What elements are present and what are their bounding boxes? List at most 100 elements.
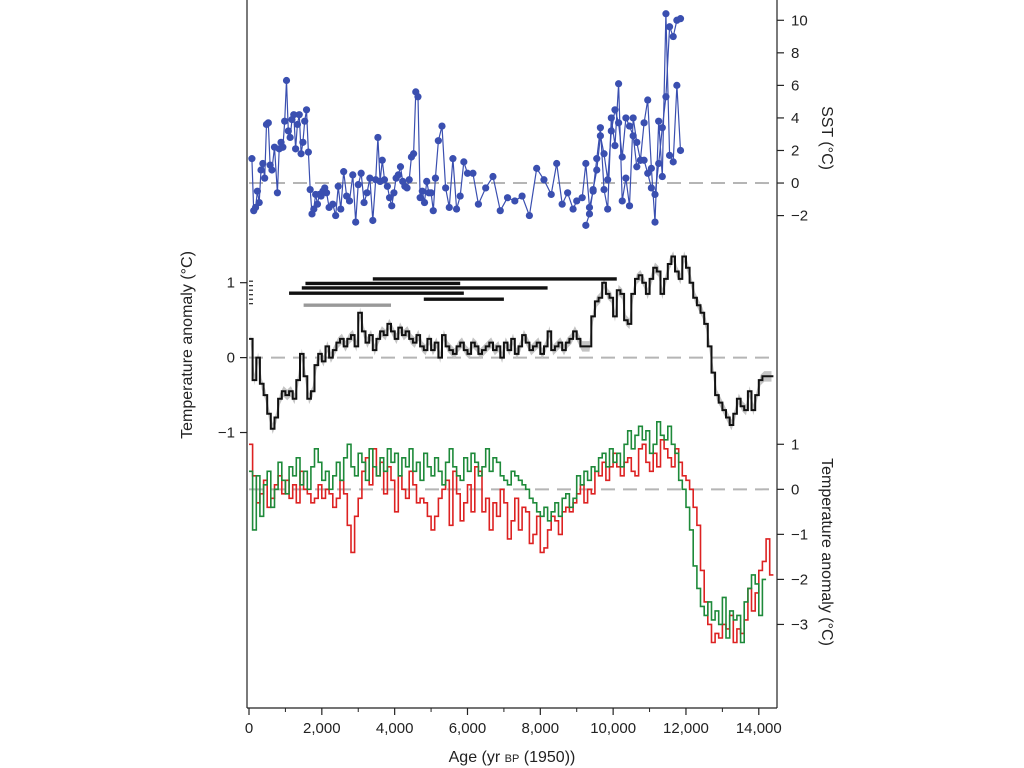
sst-point (676, 146, 685, 155)
red_green-tick-label: −2 (791, 571, 808, 588)
sst-point (416, 194, 424, 202)
sst-tick-label: 10 (791, 12, 808, 29)
sst-point (248, 155, 256, 163)
sst-point (644, 169, 652, 177)
sst-point (585, 203, 594, 212)
sst-point (503, 194, 512, 202)
sst-point (593, 166, 601, 174)
sst-point (662, 10, 670, 18)
x-tick-label: 2,000 (303, 720, 341, 737)
sst-point (622, 174, 630, 182)
sst-point (313, 200, 322, 208)
sst-point (322, 189, 331, 197)
sst-point (420, 198, 429, 207)
sst-point (611, 142, 619, 150)
sst-tick-label: 2 (791, 142, 799, 159)
sst-point (496, 207, 504, 215)
sst-point (380, 176, 389, 184)
sst-point (618, 153, 626, 161)
sst-point (611, 106, 619, 114)
sst-point (463, 169, 472, 177)
sst-point (396, 163, 405, 171)
sst-point (629, 114, 637, 122)
sst-point (281, 117, 289, 125)
sst-point (284, 127, 292, 135)
sst-point (438, 122, 446, 130)
sst-point (489, 172, 497, 181)
x-axis-title-suffix: (1950)) (519, 749, 575, 766)
sst-point (625, 122, 634, 130)
sst-point (525, 211, 533, 220)
sst-point (329, 200, 337, 208)
sst-point (273, 189, 282, 197)
sst-point (456, 192, 464, 200)
sst-point (511, 197, 519, 205)
sst-point (403, 184, 411, 192)
sst-point (547, 190, 555, 199)
sst-point (394, 171, 402, 179)
sst-point (293, 120, 302, 129)
sst-point (334, 182, 342, 190)
sst-point (259, 159, 267, 168)
sst-point (633, 163, 641, 171)
sst-point (585, 210, 594, 218)
sst-point (434, 137, 442, 145)
sst-point (332, 211, 340, 220)
sst-point (673, 81, 681, 89)
sst-point (655, 159, 663, 168)
red-green-axis-title: Temperature anomaly (°C) (818, 458, 835, 646)
x-tick-label: 10,000 (590, 720, 636, 737)
sst-point (460, 158, 468, 166)
sst-point (427, 189, 435, 197)
sst-point (644, 96, 652, 104)
sst-point (647, 184, 655, 192)
sst-point (596, 124, 604, 132)
sst-point (429, 207, 437, 215)
data-series (248, 10, 774, 644)
sst-point (665, 151, 674, 159)
sst-tick-label: 8 (791, 45, 799, 62)
sst-point (299, 138, 307, 146)
red_green-tick-label: −3 (791, 616, 808, 633)
sst-point (669, 32, 677, 41)
sst-series-0-line (251, 13, 682, 223)
sst-point (418, 187, 426, 195)
sst-point (306, 185, 314, 194)
stack-tick-label: 1 (227, 275, 235, 292)
red_green-tick-label: 0 (791, 481, 799, 498)
sst-point (340, 168, 348, 176)
sst-point (582, 221, 590, 229)
sst-tick-label: 0 (791, 175, 799, 192)
sst-point (282, 76, 291, 85)
sst-point (615, 119, 623, 127)
sst-point (366, 174, 374, 182)
sst-point (662, 93, 670, 101)
sst-point (390, 189, 398, 197)
sst-point (622, 114, 630, 122)
sst-point (669, 158, 677, 166)
sst-point (352, 218, 360, 226)
sst-point (658, 172, 666, 181)
sst-point (360, 198, 368, 207)
sst-point (449, 155, 457, 163)
sst-point (279, 143, 287, 151)
sst-point (292, 145, 300, 153)
red_green-series-0-step-line (249, 439, 774, 644)
sst-point (629, 132, 637, 140)
sst-point (604, 205, 612, 213)
sst-point (257, 166, 265, 174)
x-tick-label: 8,000 (522, 720, 560, 737)
sst-point (640, 119, 648, 127)
sst-point (600, 185, 608, 194)
sst-point (600, 150, 608, 158)
sst-tick-label: −2 (791, 208, 808, 225)
sst-point (302, 106, 311, 114)
sst-point (533, 164, 541, 172)
sst-point (658, 124, 666, 132)
stack-axis-title: Temperature anomaly (°C) (179, 251, 196, 439)
sst-point (442, 184, 450, 192)
sst-point (388, 202, 396, 210)
sst-point (337, 205, 345, 213)
sst-point (604, 176, 612, 184)
